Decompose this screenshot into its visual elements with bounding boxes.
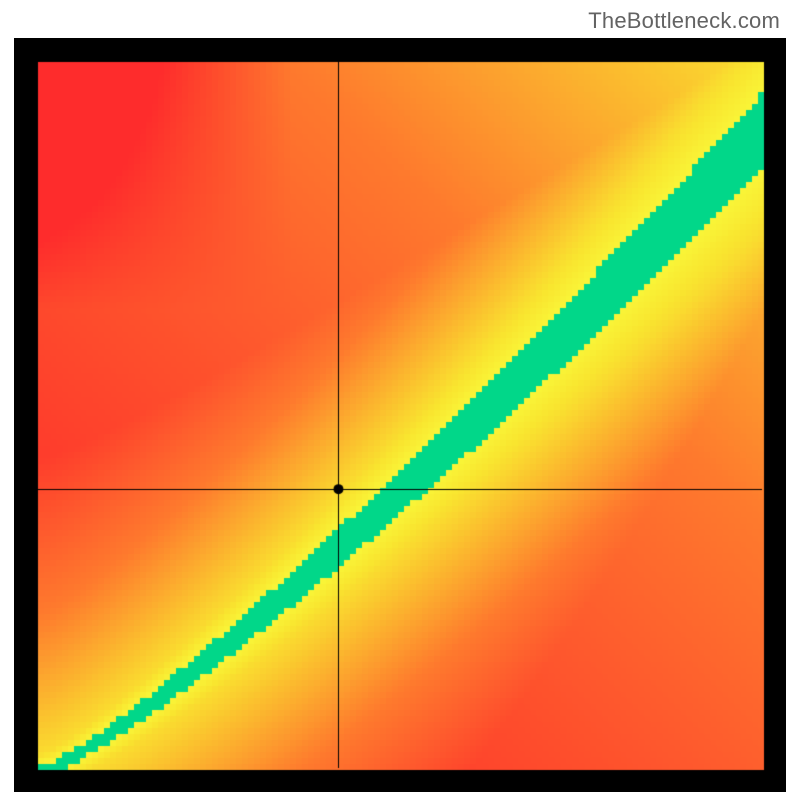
bottleneck-heatmap <box>14 38 786 792</box>
chart-frame <box>14 38 786 792</box>
chart-container: TheBottleneck.com <box>0 0 800 800</box>
watermark-text: TheBottleneck.com <box>588 8 780 34</box>
